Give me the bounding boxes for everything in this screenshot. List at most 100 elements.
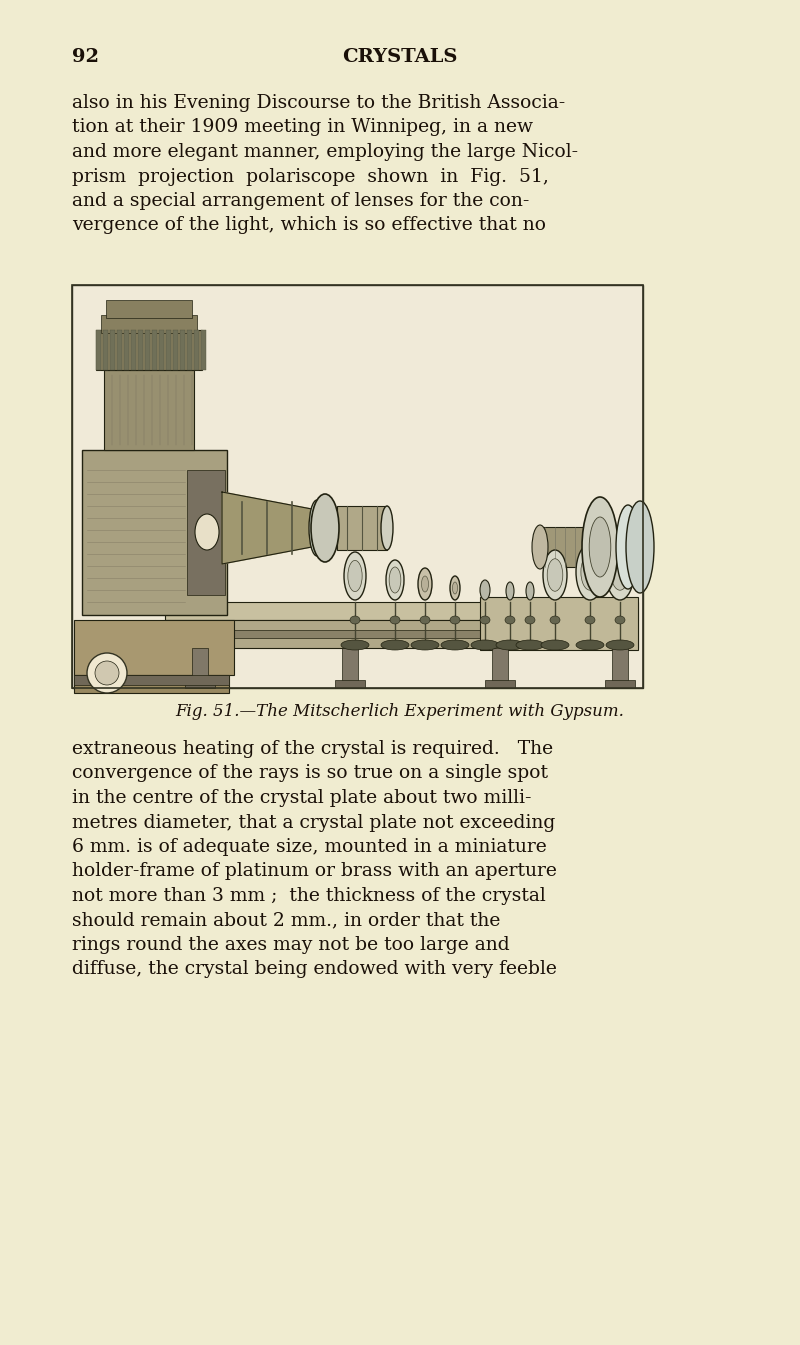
Text: convergence of the rays is so true on a single spot: convergence of the rays is so true on a … [72, 764, 548, 783]
Ellipse shape [344, 551, 366, 600]
Bar [485, 681, 515, 689]
Ellipse shape [95, 660, 119, 685]
Ellipse shape [389, 568, 401, 593]
Bar [337, 506, 387, 550]
Text: tion at their 1909 meeting in Winnipeg, in a new: tion at their 1909 meeting in Winnipeg, … [72, 118, 533, 136]
Bar [605, 681, 635, 689]
Bar [72, 285, 643, 689]
Bar [159, 330, 164, 370]
Ellipse shape [471, 640, 499, 650]
Ellipse shape [420, 616, 430, 624]
Ellipse shape [386, 560, 404, 600]
Ellipse shape [381, 506, 393, 550]
Text: 92: 92 [72, 48, 99, 66]
Ellipse shape [195, 514, 219, 550]
Bar [145, 330, 150, 370]
Bar [492, 648, 508, 683]
Bar [165, 620, 638, 648]
Ellipse shape [381, 640, 409, 650]
Bar [173, 330, 178, 370]
Text: in the centre of the crystal plate about two milli-: in the centre of the crystal plate about… [72, 790, 531, 807]
Bar [131, 330, 136, 370]
Ellipse shape [311, 494, 339, 562]
Ellipse shape [350, 616, 360, 624]
Ellipse shape [547, 558, 562, 592]
Bar [480, 597, 638, 650]
Ellipse shape [411, 640, 439, 650]
Ellipse shape [480, 616, 490, 624]
Bar [185, 681, 215, 689]
Text: also in his Evening Discourse to the British Associa-: also in his Evening Discourse to the Bri… [72, 94, 566, 112]
Bar [180, 330, 185, 370]
Ellipse shape [541, 640, 569, 650]
Ellipse shape [615, 616, 625, 624]
Ellipse shape [505, 616, 515, 624]
Ellipse shape [606, 543, 634, 600]
Bar [117, 330, 122, 370]
Bar [101, 315, 197, 334]
Ellipse shape [626, 500, 654, 593]
Ellipse shape [390, 616, 400, 624]
Text: holder-frame of platinum or brass with an aperture: holder-frame of platinum or brass with a… [72, 862, 557, 881]
Ellipse shape [526, 582, 534, 600]
Text: Fig. 51.—The Mitscherlich Experiment with Gypsum.: Fig. 51.—The Mitscherlich Experiment wit… [175, 703, 625, 720]
Ellipse shape [525, 616, 535, 624]
Ellipse shape [576, 543, 604, 600]
Ellipse shape [585, 616, 595, 624]
Text: not more than 3 mm ;  the thickness of the crystal: not more than 3 mm ; the thickness of th… [72, 886, 546, 905]
Bar [540, 527, 600, 568]
Ellipse shape [606, 640, 634, 650]
Bar [166, 330, 171, 370]
Text: diffuse, the crystal being endowed with very feeble: diffuse, the crystal being endowed with … [72, 960, 557, 979]
Bar [74, 675, 229, 685]
Bar [165, 629, 638, 638]
Ellipse shape [441, 640, 469, 650]
Ellipse shape [480, 580, 490, 600]
Bar [335, 681, 365, 689]
Ellipse shape [450, 616, 460, 624]
Ellipse shape [582, 498, 618, 597]
Bar [110, 330, 115, 370]
Ellipse shape [87, 654, 127, 693]
Bar [192, 648, 208, 683]
Bar [96, 330, 101, 370]
Ellipse shape [496, 640, 524, 650]
Bar [165, 603, 638, 620]
Ellipse shape [543, 550, 567, 600]
Bar [152, 330, 157, 370]
Bar [612, 648, 628, 683]
Ellipse shape [506, 582, 514, 600]
Ellipse shape [422, 576, 429, 592]
Ellipse shape [576, 640, 604, 650]
Text: 6 mm. is of adequate size, mounted in a miniature: 6 mm. is of adequate size, mounted in a … [72, 838, 546, 855]
Text: rings round the axes may not be too large and: rings round the axes may not be too larg… [72, 936, 510, 954]
Ellipse shape [348, 561, 362, 592]
Bar [342, 648, 358, 683]
Ellipse shape [581, 554, 599, 590]
Bar [104, 370, 194, 451]
Text: metres diameter, that a crystal plate not exceeding: metres diameter, that a crystal plate no… [72, 814, 555, 831]
Text: should remain about 2 mm., in order that the: should remain about 2 mm., in order that… [72, 912, 500, 929]
Text: CRYSTALS: CRYSTALS [342, 48, 458, 66]
Ellipse shape [589, 516, 611, 577]
Bar [194, 330, 199, 370]
Ellipse shape [616, 504, 640, 589]
Bar [138, 330, 143, 370]
Bar [103, 330, 108, 370]
Text: vergence of the light, which is so effective that no: vergence of the light, which is so effec… [72, 217, 546, 234]
Bar [82, 451, 227, 615]
Ellipse shape [532, 525, 548, 569]
Bar [106, 300, 192, 317]
Bar [72, 285, 643, 689]
Bar [201, 330, 206, 370]
Text: and a special arrangement of lenses for the con-: and a special arrangement of lenses for … [72, 192, 530, 210]
Ellipse shape [341, 640, 369, 650]
Ellipse shape [309, 500, 325, 555]
Text: and more elegant manner, employing the large Nicol-: and more elegant manner, employing the l… [72, 143, 578, 161]
Ellipse shape [611, 554, 629, 590]
Text: extraneous heating of the crystal is required.   The: extraneous heating of the crystal is req… [72, 740, 553, 759]
Bar [74, 675, 229, 693]
Text: prism  projection  polariscope  shown  in  Fig.  51,: prism projection polariscope shown in Fi… [72, 168, 549, 186]
Ellipse shape [453, 582, 458, 594]
Polygon shape [222, 492, 317, 564]
